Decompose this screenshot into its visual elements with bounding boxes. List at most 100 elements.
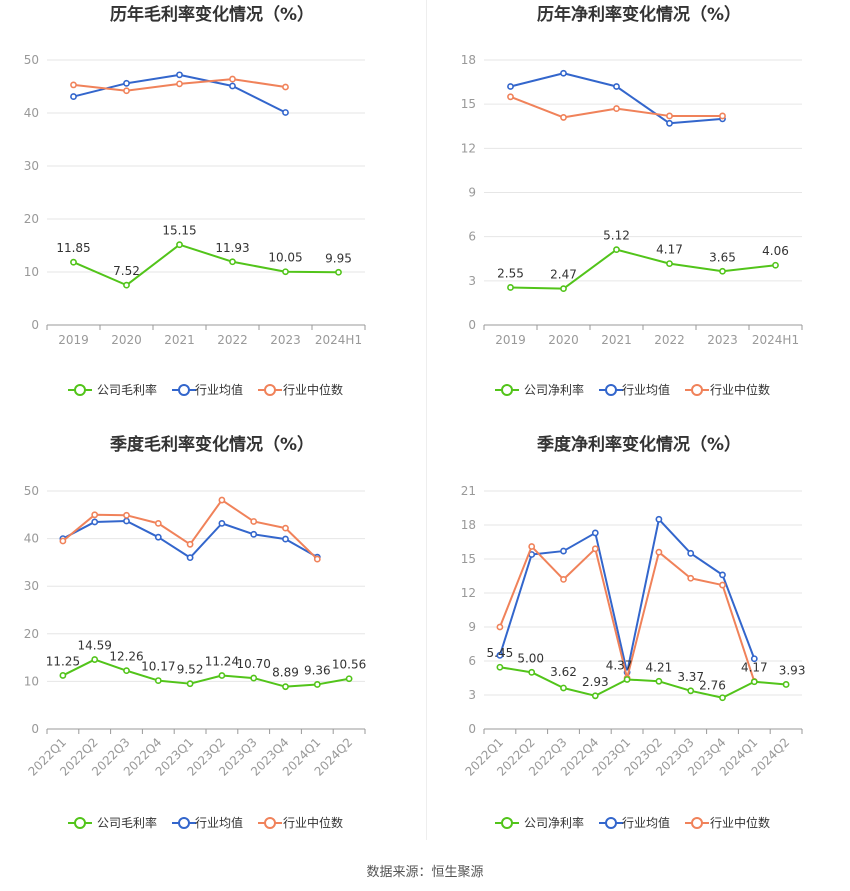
legend-marker-industry_median — [264, 817, 276, 829]
data-point-company — [623, 676, 631, 683]
series-line-company — [510, 248, 776, 290]
data-label: 3.37 — [677, 670, 704, 684]
data-point-company — [782, 681, 790, 688]
quarterly-net-margin-chart: 季度净利率变化情况（%） 0 3 6 9 12 15 18 21 2022Q1 2022Q2 2022… — [427, 430, 850, 860]
data-point-company — [91, 656, 99, 663]
data-point-industry_median — [560, 114, 567, 121]
quarterly-gross-margin-chart: 季度毛利率变化情况（%） 0 10 20 30 40 50 2022Q1 2022Q2 2022Q… — [0, 430, 425, 860]
annual-gross-margin-svg: 历年毛利率变化情况（%） 0 10 20 30 40 50 2019 2020 2021 2022 2… — [24, 4, 366, 397]
data-label: 11.25 — [46, 654, 80, 668]
y-tick-label: 15 — [461, 552, 476, 566]
data-point-company — [229, 258, 236, 266]
data-label: 11.93 — [215, 241, 249, 255]
data-point-company — [250, 674, 258, 682]
data-point-company — [560, 684, 567, 692]
y-tick-label: 20 — [24, 212, 39, 226]
data-point-industry_median — [507, 93, 514, 101]
data-point-industry_avg — [750, 655, 758, 663]
data-label: 10.17 — [141, 660, 175, 674]
legend-label: 公司毛利率 — [97, 815, 157, 830]
data-point-industry_median — [123, 87, 130, 95]
data-point-company — [528, 668, 536, 676]
chart-title: 季度净利率变化情况（%） — [537, 434, 741, 455]
legend-marker-industry_median — [691, 817, 703, 829]
data-point-industry_avg — [176, 71, 183, 79]
data-label: 9.36 — [304, 663, 331, 677]
data-point-industry_avg — [229, 82, 236, 90]
y-tick-label: 18 — [461, 518, 476, 532]
y-tick-label: 9 — [468, 186, 476, 200]
data-point-company — [496, 663, 504, 671]
data-point-company — [70, 258, 77, 266]
data-point-industry_median — [186, 540, 194, 548]
data-point-company — [186, 680, 194, 688]
x-tick-label: 2020 — [111, 333, 142, 347]
series-line-industry_avg — [498, 518, 756, 674]
y-tick-label: 50 — [24, 53, 39, 67]
legend-label: 行业均值 — [622, 382, 670, 397]
data-point-industry_median — [719, 581, 726, 589]
data-point-industry_avg — [496, 651, 504, 659]
data-point-industry_median — [91, 511, 99, 519]
data-point-industry_median — [560, 575, 567, 583]
data-point-industry_median — [528, 543, 536, 550]
data-point-industry_avg — [591, 529, 599, 537]
x-tick-label: 2021 — [601, 333, 632, 347]
data-point-industry_median — [59, 537, 67, 545]
legend-marker-industry_avg — [178, 817, 190, 829]
legend-label: 行业中位数 — [283, 382, 343, 397]
data-point-industry_median — [154, 519, 162, 527]
y-tick-label: 0 — [468, 318, 476, 332]
data-label: 3.62 — [550, 665, 577, 679]
legend-marker-industry_avg — [178, 384, 190, 396]
data-label: 4.17 — [741, 661, 768, 675]
legend-marker-company — [74, 384, 86, 396]
legend-marker-company — [501, 817, 513, 829]
data-point-industry_avg — [123, 517, 130, 525]
data-label: 9.95 — [325, 251, 352, 265]
data-point-company — [335, 268, 342, 276]
data-point-industry_avg — [687, 549, 695, 557]
series-line-company — [73, 243, 339, 287]
x-tick-label: 2024H1 — [315, 333, 362, 347]
data-point-industry_avg — [218, 519, 226, 527]
legend-marker-industry_median — [691, 384, 703, 396]
data-label: 12.26 — [109, 650, 143, 664]
legend-marker-company — [501, 384, 513, 396]
data-label: 7.52 — [113, 264, 140, 278]
data-point-industry_avg — [91, 518, 99, 526]
data-label: 11.24 — [205, 654, 239, 668]
data-point-company — [560, 285, 567, 293]
data-point-industry_median — [591, 545, 599, 553]
y-tick-label: 3 — [468, 688, 476, 702]
y-tick-label: 0 — [31, 722, 39, 736]
y-tick-label: 30 — [24, 579, 39, 593]
chart-title: 历年净利率变化情况（%） — [537, 4, 741, 25]
annual-gross-margin-chart: 历年毛利率变化情况（%） 0 10 20 30 40 50 2019 2020 2021 2022 2… — [0, 0, 425, 430]
data-point-industry_median — [496, 623, 504, 631]
series-line-company — [499, 666, 787, 699]
data-source: 数据来源：恒生聚源 — [366, 865, 484, 880]
data-point-company — [772, 261, 779, 269]
data-label: 2.93 — [582, 675, 609, 689]
quarterly-gross-margin-svg: 季度毛利率变化情况（%）010203040502022Q12022Q22022Q… — [24, 434, 367, 830]
data-point-industry_median — [218, 496, 226, 504]
data-label: 5.12 — [603, 229, 630, 243]
data-label: 3.65 — [709, 250, 736, 264]
data-label: 2.47 — [550, 268, 577, 282]
data-label: 15.15 — [162, 224, 196, 238]
y-tick-label: 40 — [24, 532, 39, 546]
x-tick-label: 2024H1 — [752, 333, 799, 347]
data-point-company — [282, 683, 289, 691]
data-point-industry_median — [176, 80, 183, 88]
legend-marker-company — [74, 817, 86, 829]
y-tick-label: 50 — [24, 484, 39, 498]
x-tick-label: 2023 — [270, 333, 301, 347]
data-point-company — [666, 260, 673, 268]
data-label: 4.17 — [656, 243, 683, 257]
data-point-industry_median — [313, 555, 321, 563]
legend-label: 公司毛利率 — [97, 382, 157, 397]
legend-label: 行业均值 — [195, 815, 243, 830]
y-tick-label: 40 — [24, 106, 39, 120]
data-point-industry_median — [282, 524, 289, 532]
